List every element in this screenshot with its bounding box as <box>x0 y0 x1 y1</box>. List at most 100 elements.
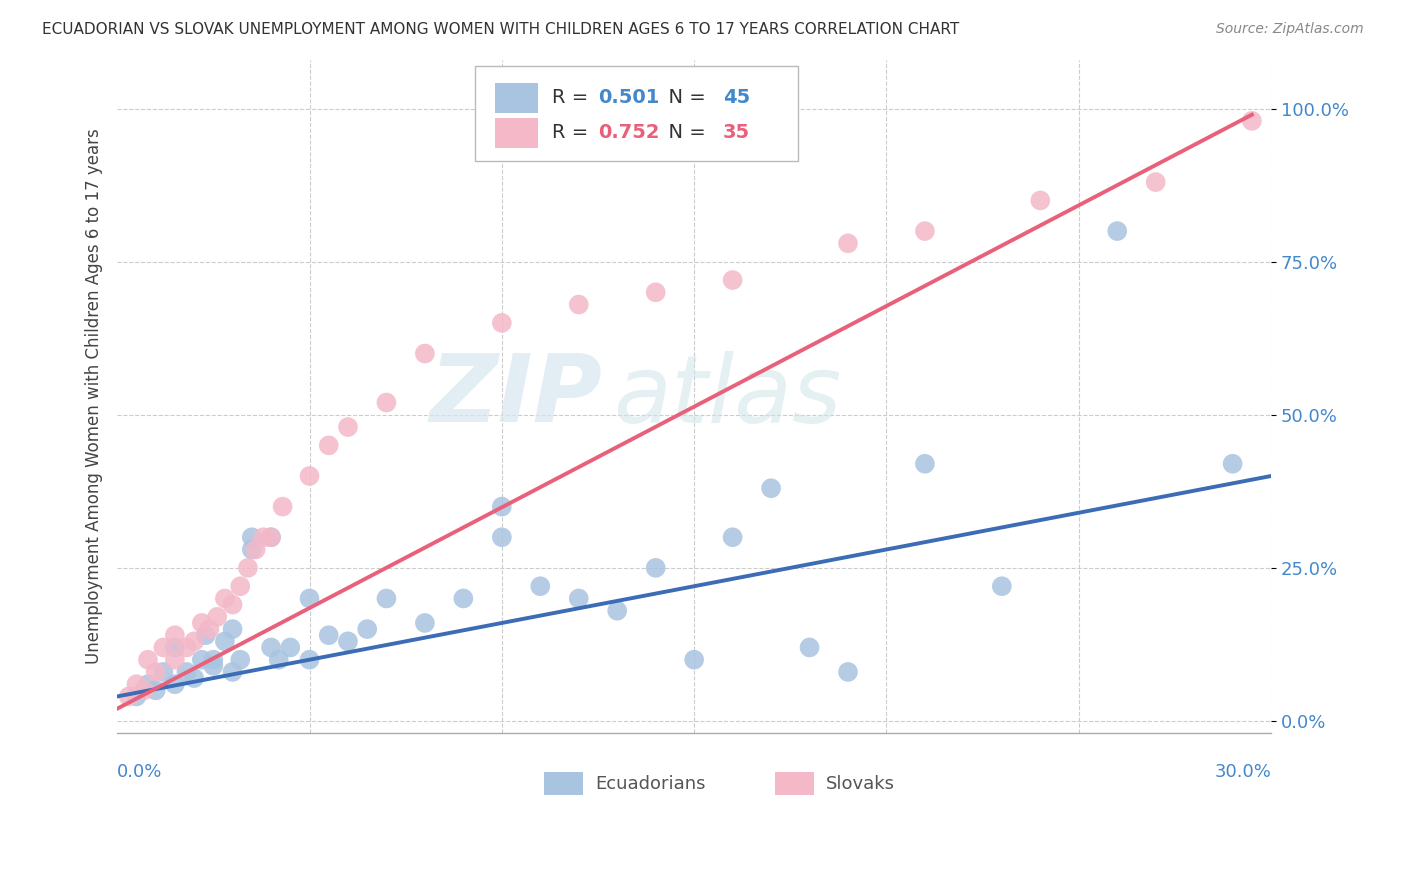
Text: atlas: atlas <box>613 351 842 442</box>
Point <box>136 677 159 691</box>
Point <box>163 628 186 642</box>
Point <box>413 615 436 630</box>
Point <box>336 634 359 648</box>
Point <box>252 530 274 544</box>
Point <box>267 653 290 667</box>
Point <box>568 297 591 311</box>
Point <box>236 561 259 575</box>
Point <box>336 420 359 434</box>
Point <box>991 579 1014 593</box>
Text: Slovaks: Slovaks <box>825 775 894 793</box>
Point <box>191 653 214 667</box>
Point <box>132 683 155 698</box>
Point <box>214 591 236 606</box>
Text: R =: R = <box>553 88 595 107</box>
Bar <box>495 118 538 148</box>
Point <box>318 438 340 452</box>
Point <box>298 469 321 483</box>
Point <box>1222 457 1244 471</box>
Bar <box>495 83 538 113</box>
Point <box>375 591 398 606</box>
Point <box>298 653 321 667</box>
Point <box>568 591 591 606</box>
Text: Source: ZipAtlas.com: Source: ZipAtlas.com <box>1216 22 1364 37</box>
Point <box>837 236 859 251</box>
Point <box>799 640 821 655</box>
Point <box>260 530 283 544</box>
Point <box>152 640 174 655</box>
Point <box>453 591 475 606</box>
Point <box>145 683 167 698</box>
Point <box>529 579 551 593</box>
Y-axis label: Unemployment Among Women with Children Ages 6 to 17 years: Unemployment Among Women with Children A… <box>86 128 103 665</box>
Point <box>240 542 263 557</box>
Point <box>136 653 159 667</box>
Point <box>125 690 148 704</box>
Point <box>375 395 398 409</box>
Point <box>240 530 263 544</box>
Point <box>214 634 236 648</box>
Point <box>163 653 186 667</box>
Point <box>1144 175 1167 189</box>
Point <box>125 677 148 691</box>
Point <box>260 530 283 544</box>
Point <box>152 665 174 679</box>
Point <box>145 665 167 679</box>
Point <box>298 591 321 606</box>
Point <box>759 481 782 495</box>
Text: N =: N = <box>657 88 711 107</box>
Point <box>683 653 706 667</box>
Text: 30.0%: 30.0% <box>1215 764 1271 781</box>
Point <box>491 500 513 514</box>
Point <box>191 615 214 630</box>
Point <box>491 530 513 544</box>
Point <box>198 622 221 636</box>
Text: 0.501: 0.501 <box>599 88 659 107</box>
Point <box>644 285 666 300</box>
Point <box>644 561 666 575</box>
Text: Ecuadorians: Ecuadorians <box>595 775 706 793</box>
Bar <box>544 772 583 796</box>
Point <box>278 640 301 655</box>
Point <box>176 665 198 679</box>
Text: ECUADORIAN VS SLOVAK UNEMPLOYMENT AMONG WOMEN WITH CHILDREN AGES 6 TO 17 YEARS C: ECUADORIAN VS SLOVAK UNEMPLOYMENT AMONG … <box>42 22 959 37</box>
Point <box>1107 224 1129 238</box>
Point <box>176 640 198 655</box>
Point <box>1029 194 1052 208</box>
Point <box>356 622 378 636</box>
Text: N =: N = <box>657 123 711 142</box>
Point <box>1240 113 1263 128</box>
FancyBboxPatch shape <box>475 66 799 161</box>
Point <box>205 610 228 624</box>
Text: 45: 45 <box>723 88 751 107</box>
Point <box>183 634 205 648</box>
Point <box>271 500 294 514</box>
Bar <box>775 772 814 796</box>
Point <box>221 665 243 679</box>
Point <box>914 457 936 471</box>
Point <box>413 346 436 360</box>
Point <box>229 653 252 667</box>
Point <box>491 316 513 330</box>
Text: 35: 35 <box>723 123 751 142</box>
Point <box>202 658 225 673</box>
Point <box>837 665 859 679</box>
Point <box>183 671 205 685</box>
Point <box>318 628 340 642</box>
Point <box>221 622 243 636</box>
Text: 0.0%: 0.0% <box>117 764 163 781</box>
Point <box>721 273 744 287</box>
Point <box>245 542 267 557</box>
Point <box>194 628 217 642</box>
Point <box>163 640 186 655</box>
Text: R =: R = <box>553 123 595 142</box>
Text: ZIP: ZIP <box>429 351 602 442</box>
Point <box>260 640 283 655</box>
Point <box>221 598 243 612</box>
Point <box>202 653 225 667</box>
Point <box>229 579 252 593</box>
Text: 0.752: 0.752 <box>599 123 659 142</box>
Point <box>721 530 744 544</box>
Point <box>914 224 936 238</box>
Point <box>163 677 186 691</box>
